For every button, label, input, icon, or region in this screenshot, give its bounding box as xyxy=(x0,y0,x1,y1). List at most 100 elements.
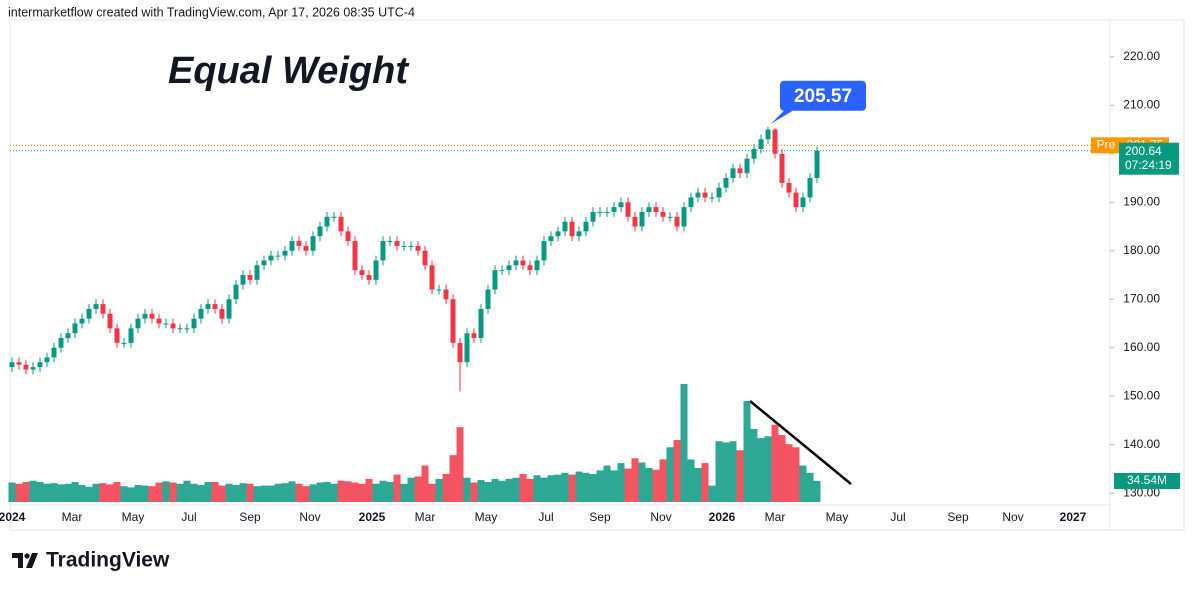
volume-bar xyxy=(603,465,611,502)
candle-body xyxy=(590,211,596,222)
volume-bar xyxy=(260,485,268,502)
candle-body xyxy=(457,342,463,363)
volume-bar xyxy=(652,469,660,502)
volume-bar xyxy=(134,484,142,502)
candle-body xyxy=(352,241,358,271)
volume-bar xyxy=(778,435,786,502)
candle-body xyxy=(37,362,43,368)
volume-bar xyxy=(239,483,247,502)
volume-bar xyxy=(78,484,86,502)
candle-body xyxy=(779,153,785,183)
volume-bar xyxy=(176,483,184,502)
volume-bar xyxy=(386,481,394,502)
x-tick-label: 2027 xyxy=(1060,510,1087,524)
candle-body xyxy=(359,270,365,275)
candle-body xyxy=(513,260,519,266)
volume-bar xyxy=(372,483,380,502)
candle-body xyxy=(198,308,204,319)
volume-bar xyxy=(743,401,751,502)
volume-bar xyxy=(498,480,506,502)
candle-body xyxy=(681,207,687,227)
candle-body xyxy=(618,202,624,208)
volume-bar xyxy=(764,436,772,502)
volume-bar xyxy=(638,462,646,502)
callout-box xyxy=(780,80,866,111)
volume-bar xyxy=(393,474,401,502)
x-tick-label: May xyxy=(122,510,145,524)
volume-bar xyxy=(589,474,597,502)
volume-bar xyxy=(701,463,709,502)
candle-body xyxy=(429,265,435,290)
volume-bar xyxy=(463,477,471,502)
volume-bar xyxy=(148,486,156,502)
candle-body xyxy=(485,289,491,309)
candle-body xyxy=(709,197,715,199)
volume-bars xyxy=(8,384,821,502)
candle-body xyxy=(527,265,533,271)
volume-bar xyxy=(624,468,632,502)
candle-body xyxy=(191,318,197,329)
x-tick-label: 2024 xyxy=(0,510,26,524)
callout-label: 205.57 xyxy=(794,86,852,107)
volume-bar xyxy=(162,481,170,502)
volume-bar xyxy=(85,486,93,502)
candle-body xyxy=(170,323,176,329)
candle-body xyxy=(576,231,582,237)
x-tick-label: Mar xyxy=(765,510,786,524)
logo-dot xyxy=(24,553,30,559)
volume-bar xyxy=(582,472,590,502)
candle-body xyxy=(149,313,155,319)
volume-bar xyxy=(456,427,464,502)
volume-bar xyxy=(519,474,527,502)
callout-pointer xyxy=(771,108,796,124)
candle-body xyxy=(674,216,680,227)
volume-tag: 34.54M xyxy=(1127,473,1167,487)
volume-bar xyxy=(505,478,513,502)
candle-body xyxy=(233,284,239,300)
y-tick-label: 180.00 xyxy=(1123,243,1160,257)
last-price-box xyxy=(1119,142,1179,175)
volume-bar xyxy=(155,482,163,502)
volume-bar xyxy=(568,474,576,502)
candle-body xyxy=(653,207,659,212)
candle-body xyxy=(23,364,29,370)
volume-bar xyxy=(218,485,226,502)
candle-body xyxy=(107,313,113,329)
volume-bar xyxy=(141,485,149,502)
candle-body xyxy=(751,148,757,159)
volume-bar xyxy=(484,481,492,502)
candle-body xyxy=(142,313,148,319)
candle-body xyxy=(772,129,778,154)
candle-body xyxy=(121,342,127,344)
volume-bar xyxy=(421,465,429,502)
volume-bar xyxy=(414,476,422,502)
candle-body xyxy=(275,255,281,257)
x-tick-label: Sep xyxy=(239,510,261,524)
candle-body xyxy=(317,226,323,237)
candle-body xyxy=(499,270,505,272)
volume-bar xyxy=(708,485,716,502)
volume-bar xyxy=(190,483,198,502)
candle-body xyxy=(737,168,743,174)
candle-body xyxy=(443,289,449,300)
candle-body xyxy=(345,231,351,242)
candle-body xyxy=(254,265,260,280)
candle-body xyxy=(65,333,71,339)
volume-bar xyxy=(330,483,338,502)
volume-bar xyxy=(267,485,275,502)
candle-body xyxy=(226,299,232,319)
volume-bar xyxy=(729,441,737,502)
candle-body xyxy=(303,245,309,251)
candle-body xyxy=(268,255,274,261)
candle-body xyxy=(261,260,267,266)
candle-body xyxy=(660,211,666,217)
candle-body xyxy=(730,168,736,179)
chart-title: Equal Weight xyxy=(168,50,409,92)
candle-body xyxy=(177,328,183,330)
volume-bar xyxy=(113,481,121,502)
volume-bar xyxy=(22,481,30,502)
volume-bar xyxy=(50,483,58,502)
volume-bar xyxy=(29,480,37,502)
candle-body xyxy=(156,318,162,324)
volume-bar xyxy=(365,478,373,502)
